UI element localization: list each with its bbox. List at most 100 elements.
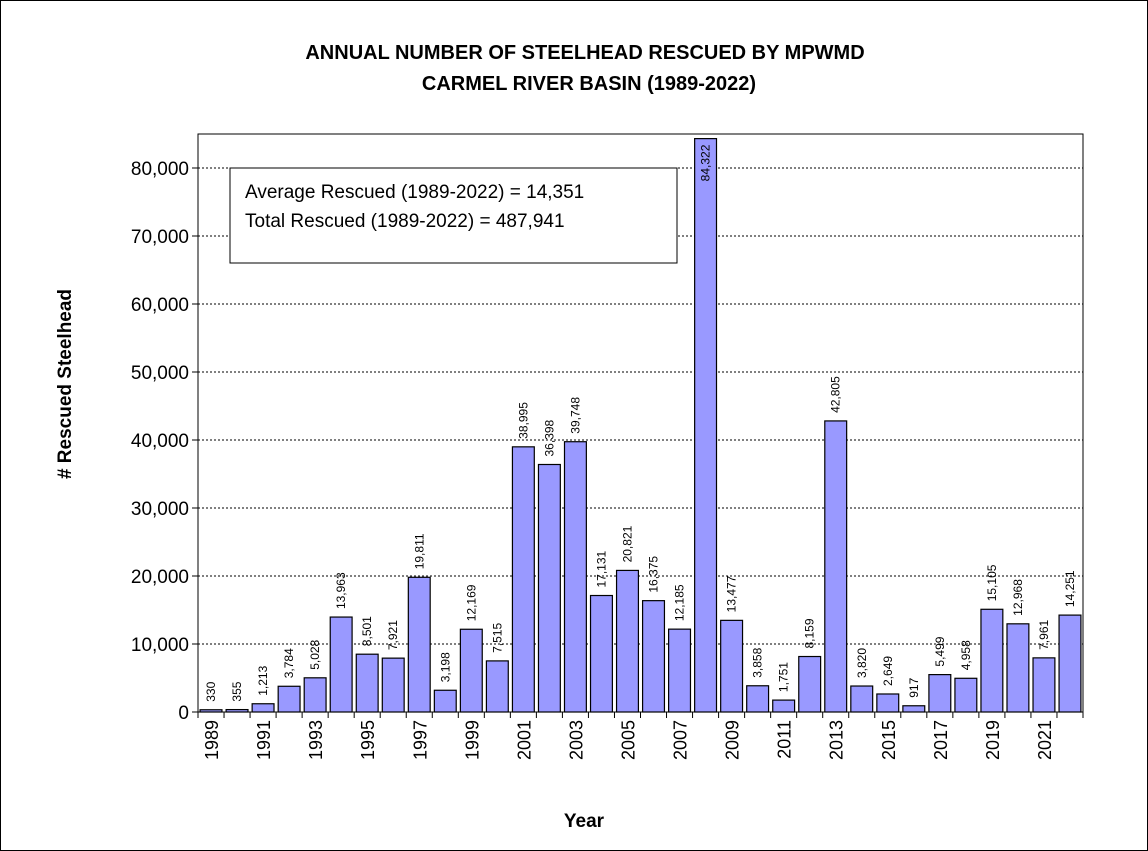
plot-area-border (197, 133, 1084, 713)
y-tick-label: 50,000 (131, 363, 189, 384)
x-tick-label-1999: 1999 (462, 720, 482, 760)
x-tick-label-2007: 2007 (671, 720, 691, 760)
data-label-2001: 38,995 (516, 402, 530, 439)
bar-2011 (772, 699, 796, 713)
data-label-2016: 917 (907, 677, 921, 697)
data-label-1999: 12,169 (464, 584, 478, 621)
x-tick-label-1993: 1993 (306, 720, 326, 760)
data-label-1989: 330 (204, 681, 218, 701)
data-label-2013: 42,805 (829, 376, 843, 413)
data-label-2019: 15,105 (985, 564, 999, 601)
bar-1993 (303, 677, 327, 713)
bar-1996 (381, 657, 405, 713)
y-tick-label: 40,000 (131, 431, 189, 452)
x-tick-label-2001: 2001 (514, 720, 534, 760)
data-label-2014: 3,820 (855, 648, 869, 678)
bar-1991 (251, 703, 275, 713)
bar-2021 (1032, 657, 1056, 713)
data-label-2015: 2,649 (881, 656, 895, 686)
bar-2017 (928, 674, 952, 713)
data-label-2017: 5,499 (933, 636, 947, 666)
chart-title-line-2: CARMEL RIVER BASIN (1989-2022) (422, 73, 756, 95)
bar-2020 (1006, 623, 1030, 713)
data-labels: 330 355 1,213 3,784 5,028 13,963 8,501 7,921 19,… (204, 144, 1077, 701)
data-label-2012: 8,159 (803, 618, 817, 648)
average-rescued-text: Average Rescued (1989-2022) = 14,351 (245, 182, 584, 203)
bar-2003 (563, 441, 587, 713)
bar-2022 (1058, 614, 1082, 713)
bar-2008 (694, 138, 718, 713)
data-label-1991: 1,213 (256, 665, 270, 695)
data-label-1990: 355 (230, 681, 244, 701)
x-tick-label-2003: 2003 (566, 720, 586, 760)
data-label-1996: 7,921 (386, 620, 400, 650)
bar-2004 (589, 594, 613, 713)
bar-2016 (902, 705, 926, 713)
bar-1992 (277, 685, 301, 713)
bar-2002 (537, 463, 561, 713)
data-label-2004: 17,131 (594, 550, 608, 587)
y-tick-label: 30,000 (131, 499, 189, 520)
data-label-2000: 7,515 (490, 623, 504, 653)
data-label-2005: 20,821 (620, 525, 634, 562)
x-tick-label-2021: 2021 (1035, 720, 1055, 760)
bar-2001 (511, 446, 535, 713)
data-label-2018: 4,958 (959, 640, 973, 670)
data-label-2021: 7,961 (1037, 620, 1051, 650)
total-rescued-text: Total Rescued (1989-2022) = 487,941 (245, 211, 565, 232)
data-label-1992: 3,784 (282, 648, 296, 678)
summary-box (229, 167, 678, 264)
x-tick-label-2017: 2017 (931, 720, 951, 760)
bar-2018 (954, 677, 978, 713)
bar-2013 (824, 420, 848, 713)
x-tick-label-2011: 2011 (775, 720, 795, 759)
data-label-2003: 39,748 (568, 397, 582, 434)
y-axis-ticks: 0 10,000 20,000 30,000 40,000 50,000 60,000 70,… (131, 159, 198, 724)
y-tick-label: 60,000 (131, 295, 189, 316)
bar-2014 (850, 685, 874, 713)
x-tick-label-2019: 2019 (983, 720, 1003, 760)
y-tick-label: 20,000 (131, 567, 189, 588)
chart-title-line-1: ANNUAL NUMBER OF STEELHEAD RESCUED BY MP… (305, 42, 864, 64)
bar-2012 (798, 655, 822, 713)
y-tick-label: 10,000 (131, 635, 189, 656)
gridlines (198, 167, 1083, 645)
bar-1994 (329, 616, 353, 713)
bar-2006 (641, 600, 666, 713)
data-label-1998: 3,198 (438, 652, 452, 682)
x-tick-label-2015: 2015 (879, 720, 899, 760)
x-tick-label-1997: 1997 (410, 720, 430, 760)
x-tick-label-2013: 2013 (827, 720, 847, 760)
bar-2000 (485, 660, 509, 713)
y-axis-title: # Rescued Steelhead (55, 289, 76, 479)
data-label-2007: 12,185 (673, 584, 687, 621)
data-label-2022: 14,251 (1063, 570, 1077, 607)
data-label-2002: 36,398 (542, 419, 556, 456)
x-axis-title: Year (564, 811, 605, 832)
bar-2007 (668, 628, 692, 713)
data-label-1995: 8,501 (360, 616, 374, 646)
bar-1999 (459, 628, 483, 713)
x-tick-label-1991: 1991 (254, 720, 274, 760)
bar-1998 (433, 689, 457, 713)
x-tick-label-2005: 2005 (618, 720, 638, 760)
y-tick-label: 70,000 (131, 227, 189, 248)
bars (199, 138, 1082, 713)
y-tick-label: 80,000 (131, 159, 189, 180)
data-label-2011: 1,751 (777, 662, 791, 692)
bar-2009 (720, 619, 744, 713)
bar-2010 (746, 685, 770, 713)
data-label-1993: 5,028 (308, 639, 322, 669)
x-axis-ticks: 1989 1991 1993 1995 1997 1999 2001 2003 2005 2007… (197, 712, 1084, 760)
x-tick-label-1995: 1995 (358, 720, 378, 760)
data-label-2009: 13,477 (725, 575, 739, 612)
data-label-2020: 12,968 (1011, 579, 1025, 616)
x-tick-label-2009: 2009 (723, 720, 743, 760)
bar-2019 (980, 608, 1004, 713)
data-label-1994: 13,963 (334, 572, 348, 609)
data-label-2006: 16,375 (647, 556, 661, 593)
data-label-2008: 84,322 (699, 144, 713, 181)
bar-2015 (876, 693, 900, 713)
